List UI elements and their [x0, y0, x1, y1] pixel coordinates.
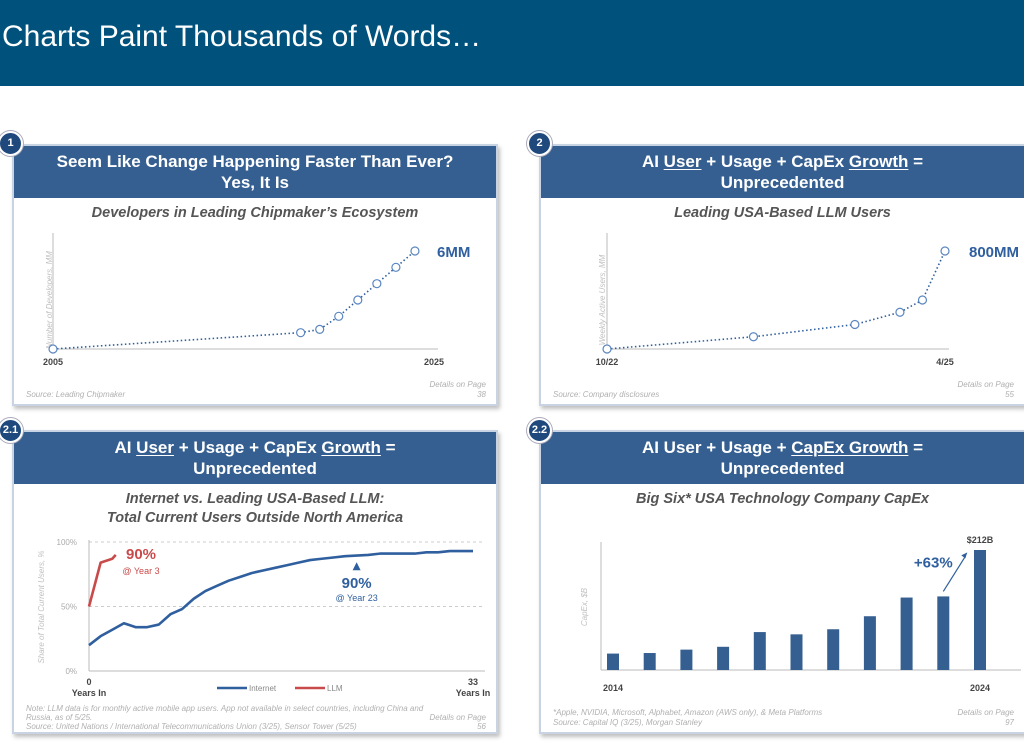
data-point: [353, 295, 363, 305]
y-tick-label: 50%: [61, 603, 77, 612]
panel-title-line2: Unprecedented: [720, 459, 845, 478]
x-tick-label: 2025: [424, 357, 444, 367]
panel-badge: 2.2: [527, 418, 552, 443]
panel-title-line1: Seem Like Change Happening Faster Than E…: [56, 152, 454, 171]
panel-header: AI User + Usage + CapEx Growth = Unpreced…: [541, 432, 1024, 484]
data-point: [850, 319, 860, 330]
details-link[interactable]: Details on Page 38: [429, 380, 486, 399]
panel-title-line2: Unprecedented: [720, 173, 845, 192]
end-value-label: 800MM: [969, 244, 1019, 261]
end-value-label: 6MM: [437, 244, 470, 261]
y-axis-label: CapEx, $B: [580, 587, 589, 626]
data-point: [410, 246, 420, 256]
panel-header: AI User + Usage + CapEx Growth = Unpreced…: [541, 146, 1024, 198]
footnote-text: *Apple, NVIDIA, Microsoft, Alphabet, Ama…: [553, 708, 823, 727]
chart-subtitle: Big Six* USA Technology Company CapEx: [635, 491, 929, 507]
data-point: [940, 246, 950, 256]
y-axis-label: Weekly Active Users, MM: [598, 254, 607, 345]
title-bar: Charts Paint Thousands of Words…: [0, 0, 1024, 86]
annotation-arrow: [352, 562, 361, 571]
chart-subtitle: Internet vs. Leading USA-Based LLM: Total…: [106, 491, 404, 526]
data-point: [748, 332, 759, 342]
source-text: Source: Company disclosures: [553, 390, 660, 399]
data-point: [315, 324, 325, 334]
panel-developers: Seem Like Change Happening Faster Than E…: [12, 144, 498, 406]
data-point: [917, 295, 928, 305]
x-tick-label: 2005: [43, 357, 63, 367]
bar-2023: [937, 596, 950, 670]
llm-users-chart: Weekly Active Users, MM 10/22 4/25 800MM: [596, 233, 1019, 367]
y-axis-label: Number of Developers, MM: [45, 251, 54, 349]
data-point: [48, 344, 58, 354]
data-point: [602, 344, 612, 354]
internet-vs-llm-chart: 0% 50% 100% Share of Total Current Users, %…: [37, 538, 491, 698]
details-link[interactable]: Details on Page 97: [957, 708, 1014, 727]
panel-llm-users: AI User + Usage + CapEx Growth = Unpreced…: [539, 144, 1024, 406]
annotation-internet-sub: @ Year 23: [336, 593, 378, 603]
data-point: [296, 328, 306, 338]
details-link[interactable]: Details on Page 56: [429, 713, 486, 731]
x-tick-label: 10/22: [596, 357, 619, 367]
bar-2015: [643, 653, 656, 670]
panel-title-line2: Unprecedented: [193, 459, 317, 478]
x-axis-label: Years In: [456, 688, 491, 698]
chart-subtitle: Leading USA-Based LLM Users: [674, 205, 891, 221]
bar-2020: [827, 629, 840, 670]
data-point: [372, 279, 382, 289]
x-tick-label: 2024: [970, 683, 990, 693]
panel-title-line1: AI User + Usage + CapEx Growth =: [641, 438, 924, 457]
note-text: Note: LLM data is for monthly active mob…: [26, 704, 424, 731]
bar-2024: [974, 550, 986, 670]
legend-label-llm: LLM: [327, 684, 343, 693]
y-tick-label: 0%: [65, 667, 77, 676]
panel-title-line2: Yes, It Is: [220, 173, 290, 192]
annotation-llm-sub: @ Year 3: [122, 566, 159, 576]
panel-header: AI User + Usage + CapEx Growth = Unpreced…: [14, 432, 496, 484]
x-tick-label: 33: [468, 677, 478, 687]
data-point: [391, 262, 401, 272]
bar-2014: [607, 653, 619, 670]
growth-arrow-head: [961, 552, 968, 559]
x-tick-label: 0: [86, 677, 91, 687]
x-axis-label: Years In: [72, 688, 107, 698]
panel-header: Seem Like Change Happening Faster Than E…: [14, 146, 496, 198]
series-line-llm: [87, 554, 117, 607]
growth-arrow: [942, 556, 966, 592]
data-point: [895, 307, 905, 317]
source-text: Source: Leading Chipmaker: [26, 390, 126, 399]
panel-title-line1: AI User + Usage + CapEx Growth =: [114, 438, 396, 457]
bar-2017: [717, 646, 730, 670]
capex-chart: CapEx, $B 2014 2024 $212B +63%: [580, 535, 1021, 693]
bar-2022: [900, 597, 913, 670]
x-tick-label: 2014: [603, 683, 623, 693]
x-tick-label: 4/25: [936, 357, 954, 367]
panel-badge: 2: [527, 131, 552, 156]
developers-chart: Number of Developers, MM 2005 2025 6MM: [43, 233, 470, 367]
chart-subtitle: Developers in Leading Chipmaker’s Ecosys…: [91, 205, 419, 221]
annotation-llm-value: 90%: [126, 546, 156, 563]
series-line: [606, 250, 946, 350]
data-label: $212B: [967, 535, 994, 545]
y-tick-label: 100%: [57, 538, 77, 547]
legend-label-internet: Internet: [249, 684, 277, 693]
bar-2021: [863, 616, 876, 670]
series-line-internet: [88, 549, 473, 647]
panel-capex: AI User + Usage + CapEx Growth = Unpreced…: [539, 430, 1024, 734]
bar-2016: [680, 649, 693, 670]
annotation-internet-value: 90%: [342, 575, 372, 592]
bar-2018: [753, 632, 766, 670]
panel-internet-vs-llm: AI User + Usage + CapEx Growth = Unpreced…: [12, 430, 498, 734]
panel-badge: 1: [0, 131, 23, 156]
page-title: Charts Paint Thousands of Words…: [2, 20, 482, 53]
panel-badge: 2.1: [0, 418, 23, 443]
panel-title-line1: AI User + Usage + CapEx Growth =: [641, 152, 924, 171]
growth-annotation: +63%: [914, 554, 953, 571]
details-link[interactable]: Details on Page 55: [957, 380, 1014, 399]
y-axis-label: Share of Total Current Users, %: [37, 550, 46, 663]
data-point: [334, 311, 344, 321]
bar-2019: [790, 634, 803, 670]
